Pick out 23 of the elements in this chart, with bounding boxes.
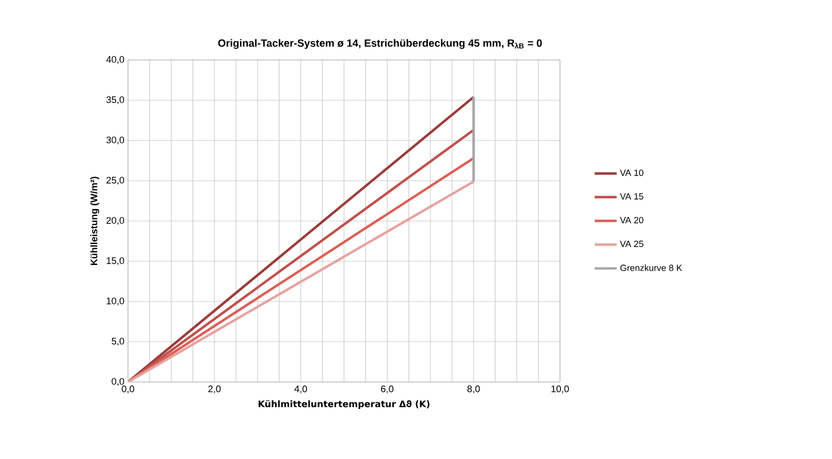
legend-label: VA 20: [620, 216, 644, 224]
x-tick-label: 6,0: [381, 386, 394, 394]
x-tick-label: 2,0: [208, 386, 221, 394]
x-tick-label: 4,0: [294, 386, 308, 394]
chart-title: Original-Tacker-System ø 14, Estrichüberdeckung 45 mm, R$_{λB}$ = 0: [218, 39, 542, 49]
x-tick-label: 8,0: [467, 386, 480, 394]
y-tick-label: 0,0: [112, 378, 124, 386]
y-tick-label: 40,0: [106, 56, 124, 64]
legend-label: VA 10: [620, 170, 644, 176]
x-axis-title: Kühlmitteluntertemperatur Δϑ (K): [258, 400, 430, 409]
x-tick-label: 10,0: [552, 386, 569, 394]
y-tick-label: 5,0: [112, 338, 124, 346]
legend-label: Grenzkurve 8 K: [620, 264, 682, 272]
y-tick-label: 25,0: [106, 176, 124, 185]
y-tick-label: 30,0: [106, 136, 124, 144]
x-tick-label: 0,0: [122, 386, 134, 394]
y-tick-label: 10,0: [106, 298, 124, 306]
y-tick-label: 20,0: [106, 217, 124, 225]
legend-label: VA 15: [620, 193, 644, 200]
y-tick-label: 15,0: [106, 257, 124, 266]
y-axis-title: Kühlleistung (W/m²): [90, 176, 100, 266]
legend-label: VA 25: [620, 240, 644, 248]
y-tick-label: 35,0: [106, 96, 124, 104]
